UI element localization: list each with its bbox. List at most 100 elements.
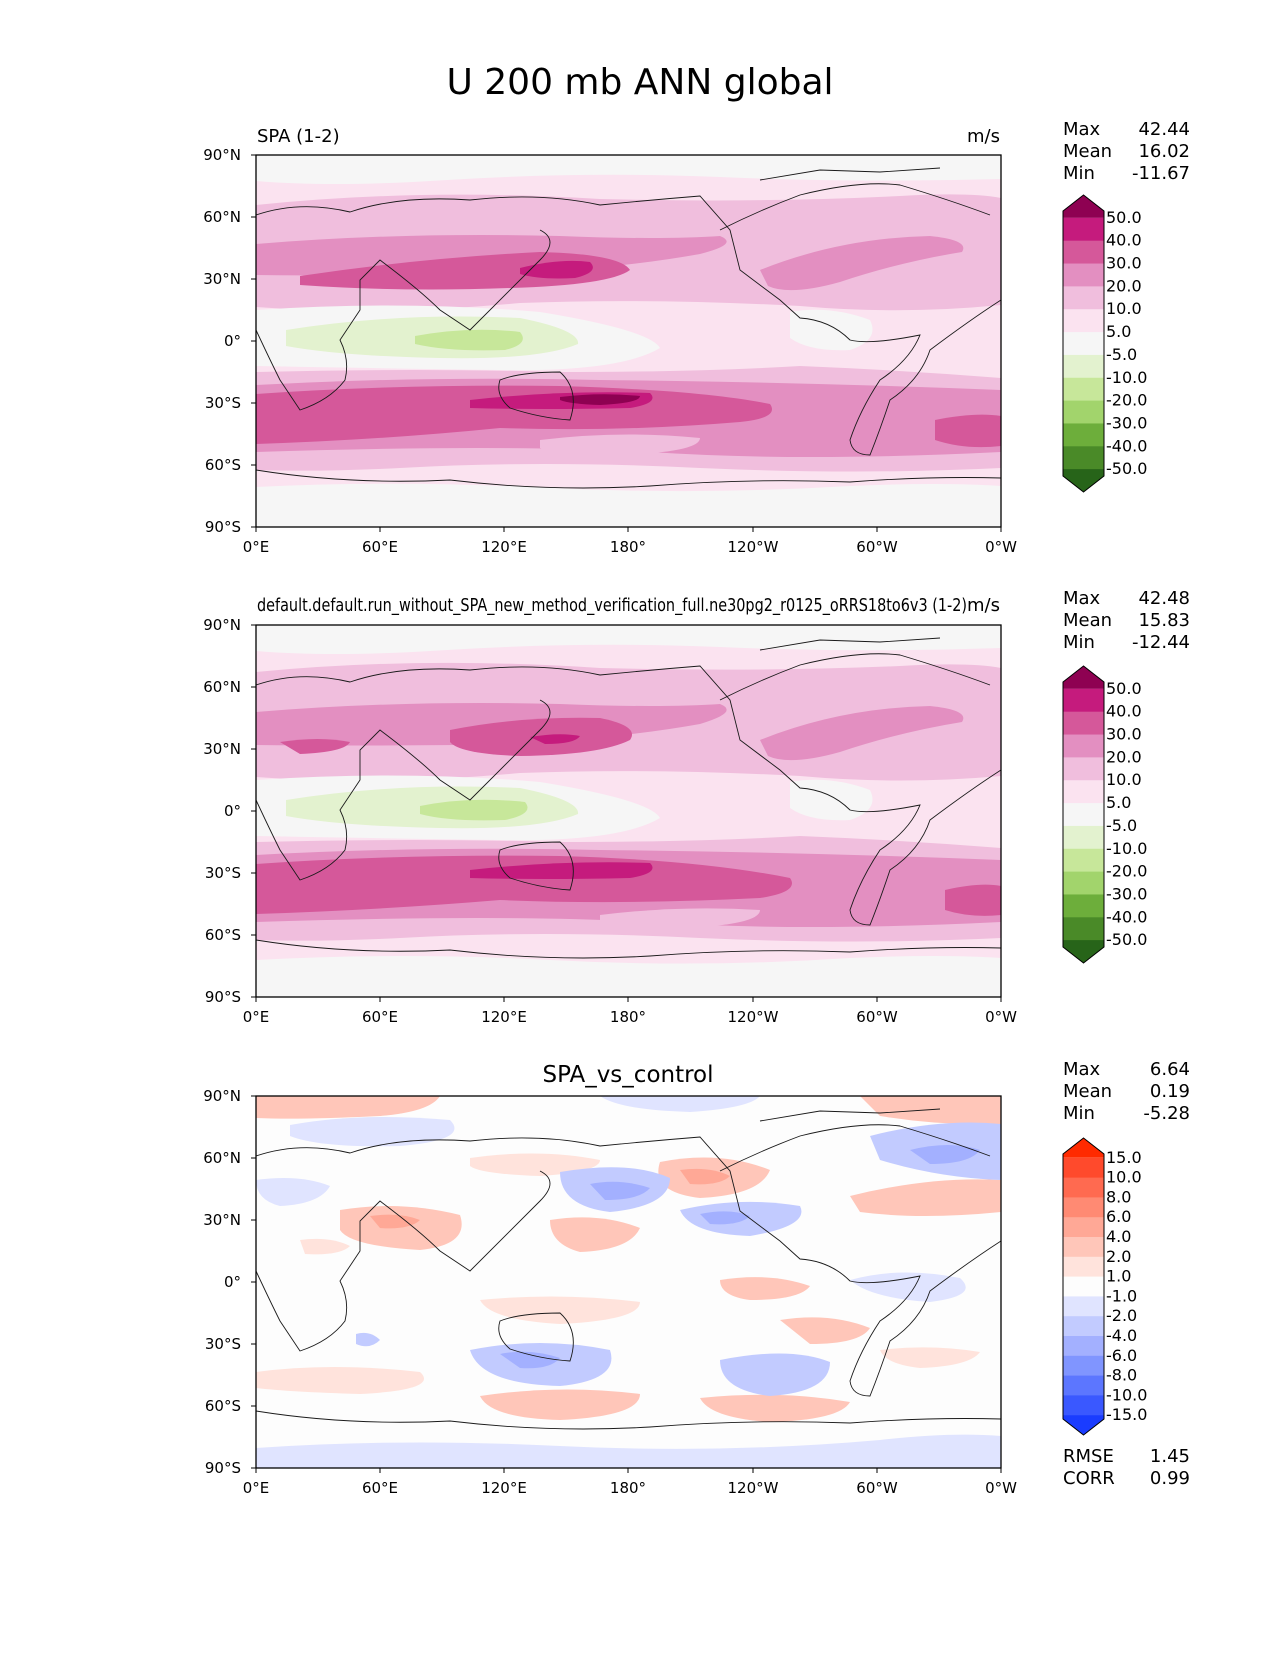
stat-label-max: Max (1063, 588, 1101, 609)
lat-axis: 90°N 60°N 30°N 0° 30°S 60°S 90°S (203, 1087, 256, 1477)
lat-tick-label: 0° (224, 802, 241, 820)
colorbar-tick-label: 40.0 (1106, 231, 1142, 250)
colorbar-tick-label: 2.0 (1106, 1247, 1131, 1266)
lat-tick-label: 30°N (203, 270, 241, 288)
colorbar-tick-label: -5.0 (1106, 345, 1137, 364)
colorbar-tick-label: -15.0 (1106, 1405, 1147, 1424)
colorbar-tick-label: -40.0 (1106, 907, 1147, 926)
stats-box: Max 42.48 Mean 15.83 Min -12.44 (1063, 588, 1190, 653)
colorbar-tick-label: 8.0 (1106, 1187, 1131, 1206)
colorbar-extend-min (1063, 1415, 1104, 1435)
colorbar-tick-label: -30.0 (1106, 413, 1147, 432)
stat-value-max: 6.64 (1150, 1059, 1190, 1080)
lon-tick-label: 0°E (243, 538, 270, 556)
colorbar-tick-label: 10.0 (1106, 299, 1142, 318)
lat-tick-label: 60°S (205, 926, 241, 944)
colorbar-segment (1063, 871, 1104, 895)
stat-value-min: -12.44 (1132, 632, 1190, 653)
lat-tick-label: 90°N (203, 1087, 241, 1105)
lon-tick-label: 0°W (985, 1008, 1017, 1026)
lat-tick-label: 30°S (205, 864, 241, 882)
colorbar-segment (1063, 1177, 1104, 1198)
panel-units: m/s (967, 126, 1000, 147)
lat-tick-label: 0° (224, 1273, 241, 1291)
colorbar-segment (1063, 354, 1104, 379)
polar-south (256, 483, 1001, 527)
colorbar-segment (1063, 757, 1104, 781)
lat-tick-label: 60°N (203, 1149, 241, 1167)
panel-title: SPA_vs_control (542, 1062, 713, 1088)
colorbar-tick-label: -50.0 (1106, 459, 1147, 478)
colorbar-segment (1063, 688, 1104, 713)
lat-tick-label: 30°N (203, 1211, 241, 1229)
lon-tick-label: 120°E (481, 1008, 527, 1026)
colorbar-tick-label: 20.0 (1106, 747, 1142, 766)
colorbar-segment (1063, 1336, 1104, 1357)
stat-value-mean: 16.02 (1138, 141, 1190, 162)
colorbar-segment (1063, 1375, 1104, 1396)
lon-axis: 0°E 60°E 120°E 180° 120°W 60°W 0°W (243, 997, 1017, 1026)
metric-value-rmse: 1.45 (1150, 1446, 1190, 1467)
lat-tick-label: 30°N (203, 740, 241, 758)
colorbar-segment (1063, 1256, 1104, 1278)
stat-value-max: 42.44 (1138, 119, 1190, 140)
colorbar-tick-label: -40.0 (1106, 436, 1147, 455)
stat-value-min: -5.28 (1143, 1103, 1190, 1124)
lon-tick-label: 60°W (856, 1479, 898, 1497)
stat-value-mean: 0.19 (1150, 1081, 1190, 1102)
nh-jet (256, 194, 1001, 311)
negative-anomalies (256, 1096, 1001, 1468)
colorbar-outline (1062, 194, 1105, 493)
lat-tick-label: 90°N (203, 616, 241, 634)
colorbar-tick-label: 30.0 (1106, 725, 1142, 744)
colorbar-segment (1063, 1217, 1104, 1238)
colorbar-tick-label: -1.0 (1106, 1286, 1137, 1305)
map-field (256, 155, 1001, 527)
colorbar-segment (1063, 446, 1104, 470)
stat-value-mean: 15.83 (1138, 610, 1190, 631)
colorbar-tick-label: -10.0 (1106, 839, 1147, 858)
colorbar-tick-label: -10.0 (1106, 368, 1147, 387)
lon-tick-label: 0°E (243, 1479, 270, 1497)
colorbar-tick-label: -8.0 (1106, 1366, 1137, 1385)
positive-anomalies (256, 1096, 1001, 1422)
colorbar-tick-label: 5.0 (1106, 793, 1131, 812)
lon-tick-label: 60°W (856, 538, 898, 556)
colorbar-tick-label: -20.0 (1106, 862, 1147, 881)
colorbar: 50.0 40.0 30.0 20.0 10.0 5.0 -5.0 -10.0 -20.0 -30… (1062, 665, 1147, 964)
lat-axis: 90°N 60°N 30°N 0° 30°S 60°S 90°S (203, 146, 256, 536)
colorbar-tick-label: 15.0 (1106, 1148, 1142, 1167)
colorbar-tick-label: -20.0 (1106, 391, 1147, 410)
panel-left-title: SPA (1-2) (257, 126, 340, 147)
lon-tick-label: 60°E (362, 538, 398, 556)
colorbar-outline (1062, 665, 1105, 964)
lon-axis: 0°E 60°E 120°E 180° 120°W 60°W 0°W (243, 1468, 1017, 1497)
colorbar-tick-label: -5.0 (1106, 816, 1137, 835)
nh-jet (256, 662, 1001, 781)
stat-label-min: Min (1063, 1103, 1095, 1124)
lon-tick-label: 60°E (362, 1008, 398, 1026)
colorbar-outline (1062, 1137, 1105, 1436)
lon-tick-label: 0°W (985, 1479, 1017, 1497)
lon-tick-label: 60°W (856, 1008, 898, 1026)
lon-tick-label: 0°W (985, 538, 1017, 556)
colorbar-segment (1063, 332, 1104, 356)
lon-tick-label: 120°W (728, 538, 779, 556)
colorbar-segment (1063, 803, 1104, 827)
polar-south (256, 956, 1001, 997)
colorbar: 50.0 40.0 30.0 20.0 10.0 5.0 -5.0 -10.0 -20.0 -30… (1062, 194, 1147, 493)
lon-tick-label: 60°E (362, 1479, 398, 1497)
lat-tick-label: 60°S (205, 456, 241, 474)
colorbar-segment (1063, 1197, 1104, 1218)
colorbar-segment (1063, 1316, 1104, 1337)
colorbar-tick-label: -10.0 (1106, 1385, 1147, 1404)
panel-left-title: default.default.run_without_SPA_new_meth… (257, 595, 967, 616)
colorbar-segment (1063, 1276, 1104, 1297)
colorbar-segment (1063, 1296, 1104, 1317)
tropics (256, 775, 873, 841)
colorbar-tick-label: -6.0 (1106, 1346, 1137, 1365)
colorbar-extend-max (1063, 195, 1104, 218)
polar-north (256, 625, 1001, 654)
metric-label-corr: CORR (1063, 1468, 1115, 1489)
colorbar-extend-max (1063, 666, 1104, 689)
